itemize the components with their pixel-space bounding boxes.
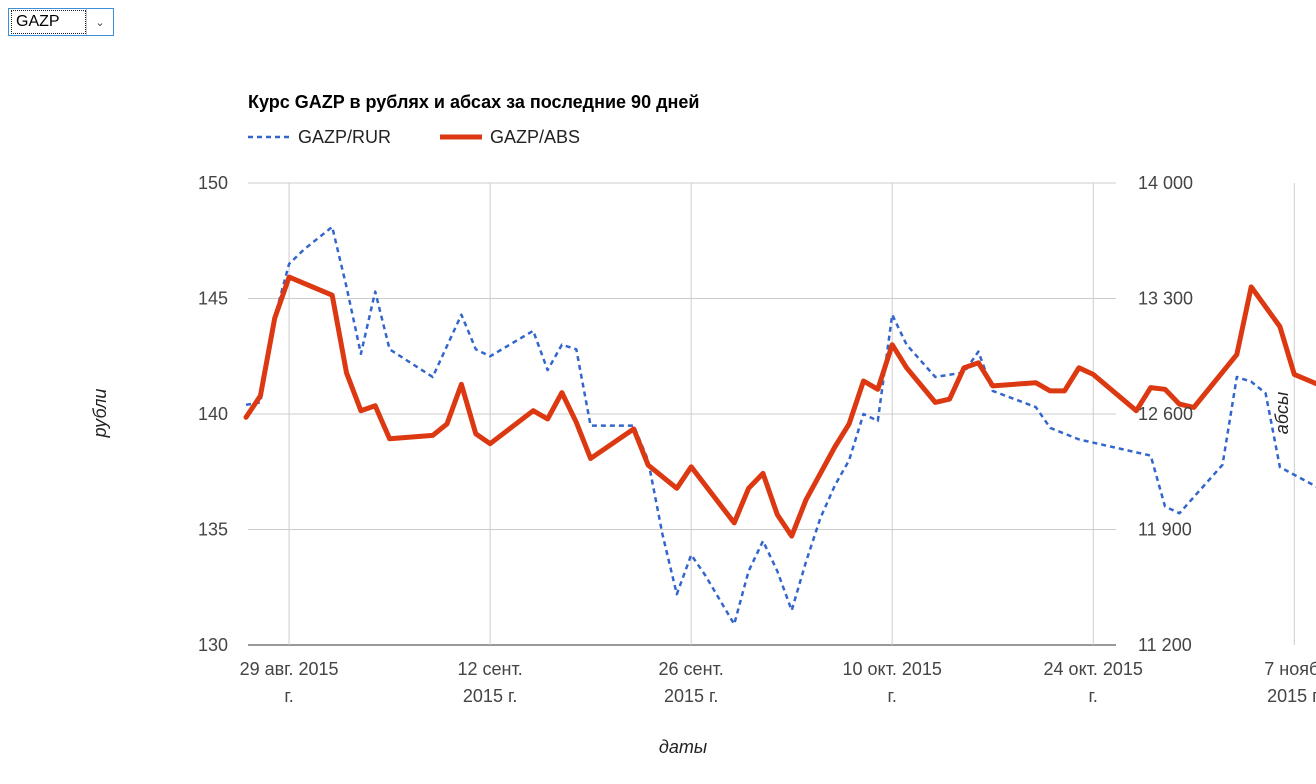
chevron-down-icon[interactable]: ⌄ bbox=[86, 9, 113, 35]
y-axis-title-right: абсы bbox=[1272, 392, 1292, 434]
x-tick-label: 10 окт. 2015 bbox=[842, 659, 941, 679]
legend-label: GAZP/ABS bbox=[490, 127, 580, 147]
x-axis-title: даты bbox=[659, 737, 707, 757]
x-tick-label: 26 сент. bbox=[659, 659, 724, 679]
ticker-select[interactable]: GAZP ⌄ bbox=[8, 8, 114, 36]
y-tick-label-left: 150 bbox=[198, 173, 228, 193]
series-line-gazp-abs bbox=[243, 274, 1316, 539]
axis-ticks: 150 14 000 145 13 300 140 12 600 135 11 900 130 1… bbox=[198, 173, 1316, 706]
x-tick-label: 2015 г. bbox=[1267, 686, 1316, 706]
x-tick-label: 7 нояб. bbox=[1264, 659, 1316, 679]
x-tick-label: 2015 г. bbox=[664, 686, 718, 706]
legend-label: GAZP/RUR bbox=[298, 127, 391, 147]
x-tick-label: 24 окт. 2015 bbox=[1044, 659, 1143, 679]
x-tick-label: 29 авг. 2015 bbox=[240, 659, 339, 679]
chart-grid bbox=[248, 182, 1295, 646]
x-tick-label: г. bbox=[284, 686, 293, 706]
x-tick-label: 2015 г. bbox=[463, 686, 517, 706]
y-tick-label-left: 140 bbox=[198, 404, 228, 424]
y-tick-label-right: 12 600 bbox=[1138, 404, 1193, 424]
x-tick-label: г. bbox=[1089, 686, 1098, 706]
y-tick-label-right: 14 000 bbox=[1138, 173, 1193, 193]
x-tick-label: г. bbox=[888, 686, 897, 706]
y-axis-title-left: рубли bbox=[90, 389, 110, 439]
y-tick-label-right: 13 300 bbox=[1138, 289, 1193, 309]
y-tick-label-right: 11 900 bbox=[1138, 520, 1192, 540]
chart-title: Курс GAZP в рублях и абсах за последние … bbox=[248, 92, 699, 112]
series-line-gazp-rur bbox=[245, 225, 1316, 626]
chart-legend: GAZP/RUR GAZP/ABS bbox=[248, 127, 580, 147]
ticker-select-value: GAZP bbox=[11, 10, 86, 34]
y-tick-label-left: 145 bbox=[198, 289, 228, 309]
series-layer bbox=[243, 225, 1316, 626]
x-tick-label: 12 сент. bbox=[458, 659, 523, 679]
y-tick-label-left: 130 bbox=[198, 635, 228, 655]
y-tick-label-left: 135 bbox=[198, 520, 228, 540]
y-tick-label-right: 11 200 bbox=[1138, 635, 1192, 655]
